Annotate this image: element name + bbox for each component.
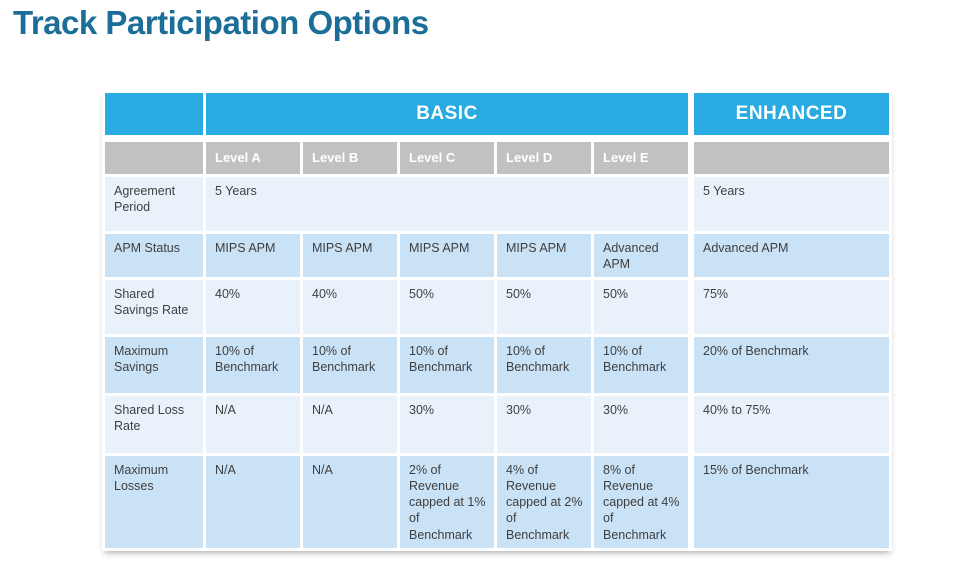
page-title: Track Participation Options [13, 4, 429, 41]
cell-level-d: MIPS APM [497, 234, 591, 277]
cell-level-a: MIPS APM [206, 234, 300, 277]
level-header-d: Level D [497, 142, 591, 174]
enhanced-group-header: ENHANCED [691, 93, 889, 139]
cell-level-b: 40% [303, 279, 397, 334]
cell-level-e: 50% [594, 279, 688, 334]
cell-level-a: N/A [206, 395, 300, 453]
level-header-e: Level E [594, 142, 688, 174]
level-header-spacer-left [105, 142, 203, 174]
cell-level-b: N/A [303, 455, 397, 548]
table-row-maximum-losses: Maximum Losses N/A N/A 2% of Revenue cap… [105, 455, 889, 548]
track-participation-table: BASIC ENHANCED Level A Level B Level C L… [102, 90, 892, 551]
cell-level-a: N/A [206, 455, 300, 548]
basic-group-header: BASIC [206, 93, 688, 139]
cell-level-d: 30% [497, 395, 591, 453]
cell-level-c: MIPS APM [400, 234, 494, 277]
cell-level-c: 10% of Benchmark [400, 336, 494, 393]
cell-enhanced: 40% to 75% [691, 395, 889, 453]
level-header-spacer-enhanced [691, 142, 889, 174]
cell-level-d: 10% of Benchmark [497, 336, 591, 393]
cell-enhanced: 5 Years [691, 177, 889, 231]
cell-enhanced: 20% of Benchmark [691, 336, 889, 393]
level-header-b: Level B [303, 142, 397, 174]
row-label: Shared Savings Rate [105, 279, 203, 334]
table-row-maximum-savings: Maximum Savings 10% of Benchmark 10% of … [105, 336, 889, 393]
row-label: Agreement Period [105, 177, 203, 231]
cell-level-a: 10% of Benchmark [206, 336, 300, 393]
row-label: Maximum Losses [105, 455, 203, 548]
table-row-shared-savings-rate: Shared Savings Rate 40% 40% 50% 50% 50% … [105, 279, 889, 334]
cell-level-e: 10% of Benchmark [594, 336, 688, 393]
cell-basic-merged: 5 Years [206, 177, 688, 231]
cell-level-b: 10% of Benchmark [303, 336, 397, 393]
cell-level-e: Advanced APM [594, 234, 688, 277]
row-label: APM Status [105, 234, 203, 277]
table-row-shared-loss-rate: Shared Loss Rate N/A N/A 30% 30% 30% 40%… [105, 395, 889, 453]
table-row-apm-status: APM Status MIPS APM MIPS APM MIPS APM MI… [105, 234, 889, 277]
cell-enhanced: 15% of Benchmark [691, 455, 889, 548]
group-header-row: BASIC ENHANCED [105, 93, 889, 139]
row-label: Maximum Savings [105, 336, 203, 393]
cell-level-d: 50% [497, 279, 591, 334]
cell-level-b: MIPS APM [303, 234, 397, 277]
cell-level-a: 40% [206, 279, 300, 334]
cell-level-b: N/A [303, 395, 397, 453]
cell-enhanced: Advanced APM [691, 234, 889, 277]
cell-level-c: 50% [400, 279, 494, 334]
level-header-row: Level A Level B Level C Level D Level E [105, 142, 889, 174]
cell-level-e: 8% of Revenue capped at 4% of Benchmark [594, 455, 688, 548]
cell-level-c: 2% of Revenue capped at 1% of Benchmark [400, 455, 494, 548]
cell-level-c: 30% [400, 395, 494, 453]
cell-enhanced: 75% [691, 279, 889, 334]
level-header-a: Level A [206, 142, 300, 174]
cell-level-d: 4% of Revenue capped at 2% of Benchmark [497, 455, 591, 548]
level-header-c: Level C [400, 142, 494, 174]
row-label: Shared Loss Rate [105, 395, 203, 453]
table-row-agreement-period: Agreement Period 5 Years 5 Years [105, 177, 889, 231]
cell-level-e: 30% [594, 395, 688, 453]
corner-header-cell [105, 93, 203, 139]
